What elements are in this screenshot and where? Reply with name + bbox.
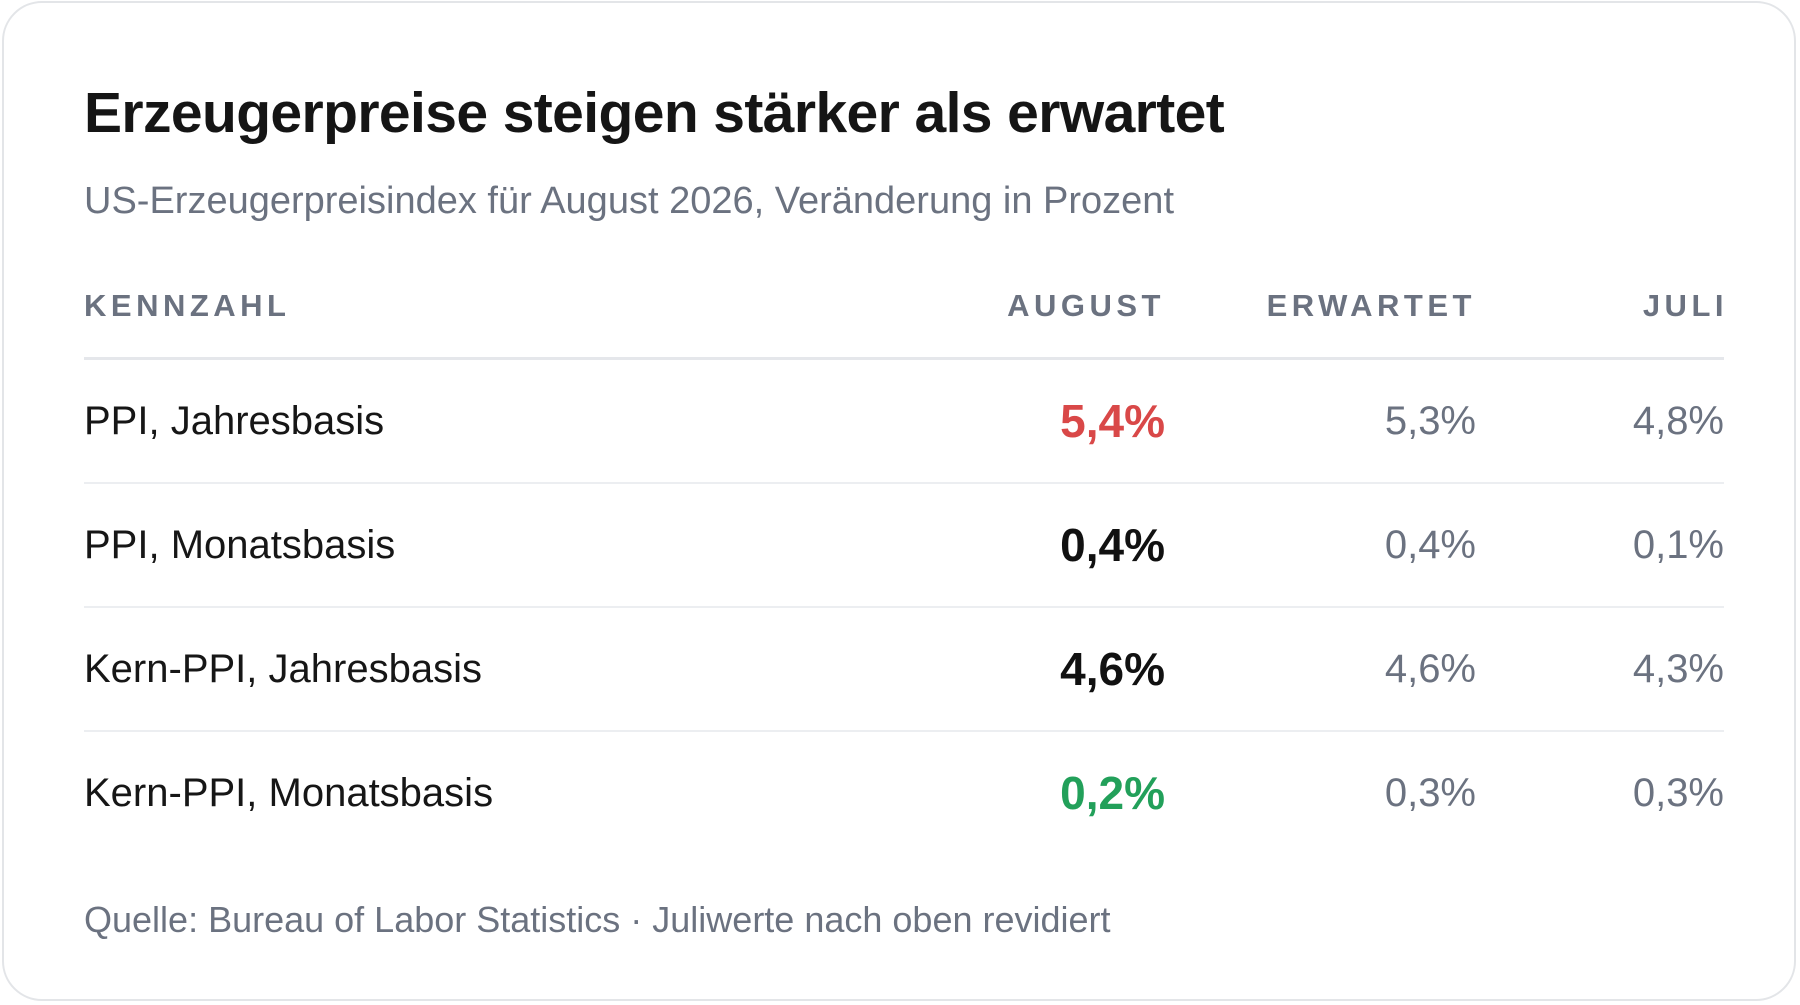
august-value: 4,6% bbox=[1060, 643, 1165, 695]
chart-title: Erzeugerpreise steigen stärker als erwar… bbox=[84, 81, 1225, 145]
data-table: KENNZAHL AUGUST ERWARTET JULI PPI, Jahre… bbox=[84, 273, 1724, 854]
august-value: 5,4% bbox=[1060, 395, 1165, 447]
table-row: Kern-PPI, Monatsbasis 0,2% 0,3% 0,3% bbox=[84, 732, 1724, 854]
july-value: 0,3% bbox=[1632, 771, 1724, 815]
expected-value: 0,3% bbox=[1384, 771, 1476, 815]
column-header-erwartet: ERWARTET bbox=[1266, 288, 1476, 323]
column-header-august: AUGUST bbox=[1007, 288, 1165, 323]
table-row: PPI, Monatsbasis 0,4% 0,4% 0,1% bbox=[84, 484, 1724, 608]
row-label: PPI, Monatsbasis bbox=[84, 523, 396, 567]
expected-value: 4,6% bbox=[1384, 647, 1476, 691]
table-row: Kern-PPI, Jahresbasis 4,6% 4,6% 4,3% bbox=[84, 608, 1724, 732]
august-value: 0,2% bbox=[1060, 767, 1165, 819]
column-header-kennzahl: KENNZAHL bbox=[84, 288, 291, 323]
table-row: PPI, Jahresbasis 5,4% 5,3% 4,8% bbox=[84, 360, 1724, 484]
chart-subtitle: US-Erzeugerpreisindex für August 2026, V… bbox=[84, 180, 1174, 222]
august-value: 0,4% bbox=[1060, 519, 1165, 571]
column-header-juli: JULI bbox=[1642, 288, 1728, 323]
july-value: 4,8% bbox=[1632, 399, 1724, 443]
source-note: Quelle: Bureau of Labor Statistics · Jul… bbox=[84, 899, 1111, 940]
table-header: KENNZAHL AUGUST ERWARTET JULI bbox=[84, 273, 1724, 360]
row-label: PPI, Jahresbasis bbox=[84, 399, 385, 443]
july-value: 4,3% bbox=[1632, 647, 1724, 691]
row-label: Kern-PPI, Jahresbasis bbox=[84, 647, 482, 691]
expected-value: 0,4% bbox=[1384, 523, 1476, 567]
expected-value: 5,3% bbox=[1384, 399, 1476, 443]
row-label: Kern-PPI, Monatsbasis bbox=[84, 771, 494, 815]
july-value: 0,1% bbox=[1632, 523, 1724, 567]
